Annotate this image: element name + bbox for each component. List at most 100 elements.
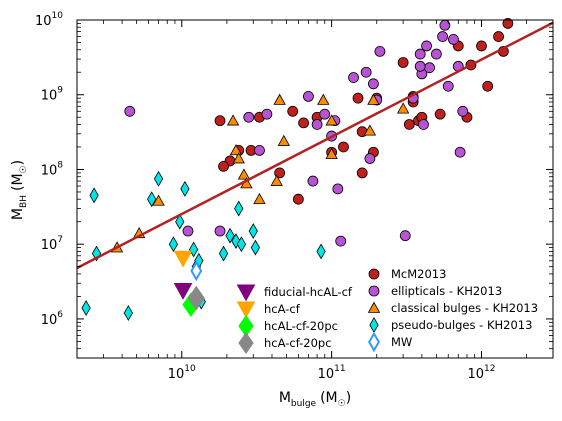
x-axis-label-unit-close: ): [346, 390, 351, 406]
data-point-ellipticals-kh2013: [311, 119, 323, 130]
data-point-ellipticals-kh2013: [399, 230, 411, 242]
data-point-ellipticals-kh2013: [374, 46, 386, 57]
data-point-ellipticals-kh2013: [364, 153, 376, 164]
data-point-pseudo-bulges-kh2013: [248, 223, 258, 239]
plot-frame: [76, 19, 554, 359]
legend-label-hca-cf: hcA-cf: [264, 302, 301, 316]
fit-line-layer: [76, 21, 554, 270]
data-point-ellipticals-kh2013: [457, 105, 469, 117]
data-point-pseudo-bulges-kh2013: [316, 243, 326, 260]
x-tick-label: 1011: [318, 364, 346, 382]
x-tick-label: 1012: [467, 364, 495, 382]
legend-label-mcm2013: McM2013: [391, 267, 446, 281]
x-axis-label: Mbulge (M☉): [279, 390, 351, 409]
y-axis-label-unit: (M: [10, 173, 26, 191]
data-point-ellipticals-kh2013: [348, 72, 359, 83]
series-mcm2013: [214, 18, 514, 205]
legend-bottom-right: McM2013 ellipticals - KH2013 classical bul…: [367, 267, 538, 353]
data-point-ellipticals-kh2013: [421, 40, 432, 52]
data-point-ellipticals-kh2013: [303, 90, 314, 102]
series-hcal-cf-20pc: [182, 292, 200, 318]
legend-marker-mw: [368, 331, 380, 353]
data-point-ellipticals-kh2013: [319, 108, 331, 120]
y-tick-label: 109: [41, 86, 64, 104]
data-point-ellipticals-kh2013: [261, 108, 273, 120]
legend-marker-fiducial-hcal-cf: [236, 284, 256, 302]
x-axis-sun-symbol: ☉: [338, 399, 346, 409]
x-axis-label-unit: (M: [320, 390, 338, 406]
y-axis-label: MBH (M☉): [10, 160, 29, 220]
data-point-ellipticals-kh2013: [414, 60, 426, 72]
data-point-classical-bulges-kh2013: [270, 174, 283, 186]
data-point-ellipticals-kh2013: [243, 111, 255, 123]
data-point-mcm2013: [292, 193, 304, 205]
data-point-ellipticals-kh2013: [368, 78, 379, 90]
data-point-mw: [190, 260, 203, 282]
x-tick-label: 1010: [168, 364, 196, 382]
data-point-mcm2013: [338, 141, 349, 153]
data-point-ellipticals-kh2013: [360, 66, 372, 78]
y-tick-label: 106: [41, 310, 64, 328]
data-point-pseudo-bulges-kh2013: [218, 245, 229, 262]
axis-ticks: 1010 1011 1012 106 107 108 109 1010: [35, 11, 554, 382]
data-point-ellipticals-kh2013: [124, 105, 136, 117]
data-point-pseudo-bulges-kh2013: [147, 191, 157, 208]
y-axis-label-sub: BH: [19, 195, 29, 208]
data-point-ellipticals-kh2013: [430, 48, 442, 60]
data-point-pseudo-bulges-kh2013: [234, 200, 244, 217]
data-point-mcm2013: [482, 80, 494, 92]
legend-marker-ellipticals-kh2013: [368, 285, 380, 297]
data-point-ellipticals-kh2013: [335, 235, 347, 247]
y-axis-label-unit-close: ): [10, 160, 26, 165]
legend-area: fiducial-hcAL-cf hcA-cf hcAL-cf-20pc hcA-cf…: [236, 267, 538, 355]
data-point-mcm2013: [352, 92, 364, 104]
data-point-mcm2013: [214, 115, 226, 127]
data-point-classical-bulges-kh2013: [363, 124, 377, 136]
data-point-classical-bulges-kh2013: [367, 93, 380, 105]
legend-marker-mcm2013: [368, 268, 380, 280]
data-point-mcm2013: [403, 119, 415, 130]
data-point-mcm2013: [476, 40, 487, 52]
y-axis-label-main: M: [10, 208, 26, 220]
data-point-ellipticals-kh2013: [254, 144, 265, 156]
fit-line: [76, 21, 554, 270]
data-point-pseudo-bulges-kh2013: [81, 300, 91, 316]
y-tick-label: 108: [41, 160, 64, 178]
legend-label-classical-bulges-kh2013: classical bulges - KH2013: [391, 301, 538, 315]
data-point-mcm2013: [493, 31, 504, 42]
data-point-pseudo-bulges-kh2013: [250, 239, 261, 256]
y-tick-label: 107: [41, 235, 63, 253]
data-point-hca-cf: [173, 250, 193, 268]
data-point-classical-bulges-kh2013: [325, 114, 338, 126]
data-point-pseudo-bulges-kh2013: [236, 236, 247, 253]
data-point-pseudo-bulges-kh2013: [180, 180, 190, 197]
data-point-mcm2013: [218, 160, 229, 172]
series-classical-bulges-kh2013: [110, 93, 410, 253]
data-point-classical-bulges-kh2013: [232, 152, 245, 164]
series-hca-cf: [173, 250, 193, 268]
legend-marker-hca-cf-20pc: [238, 331, 254, 355]
data-point-pseudo-bulges-kh2013: [89, 187, 99, 204]
data-point-pseudo-bulges-kh2013: [188, 241, 199, 258]
legend-label-hca-cf-20pc: hcA-cf-20pc: [264, 336, 332, 350]
data-point-mcm2013: [434, 108, 446, 120]
data-point-pseudo-bulges-kh2013: [153, 170, 164, 187]
data-point-mcm2013: [298, 117, 309, 129]
legend-label-hcal-cf-20pc: hcAL-cf-20pc: [264, 319, 338, 333]
data-point-ellipticals-kh2013: [437, 31, 448, 42]
series-mw: [190, 260, 203, 282]
data-point-classical-bulges-kh2013: [253, 192, 266, 205]
data-point-pseudo-bulges-kh2013: [123, 305, 133, 321]
x-axis-label-main: M: [279, 390, 291, 406]
data-point-classical-bulges-kh2013: [277, 134, 291, 146]
data-point-classical-bulges-kh2013: [273, 93, 286, 105]
y-tick-label: 1010: [35, 11, 63, 29]
legend-label-ellipticals-kh2013: ellipticals - KH2013: [391, 284, 502, 298]
data-point-pseudo-bulges-kh2013: [168, 236, 179, 253]
data-point-ellipticals-kh2013: [307, 175, 319, 187]
legend-label-fiducial-hcal-cf: fiducial-hcAL-cf: [264, 285, 353, 299]
data-point-fiducial-hcal-cf: [173, 283, 193, 300]
data-point-classical-bulges-kh2013: [152, 194, 165, 206]
legend-marker-hca-cf: [236, 301, 256, 319]
